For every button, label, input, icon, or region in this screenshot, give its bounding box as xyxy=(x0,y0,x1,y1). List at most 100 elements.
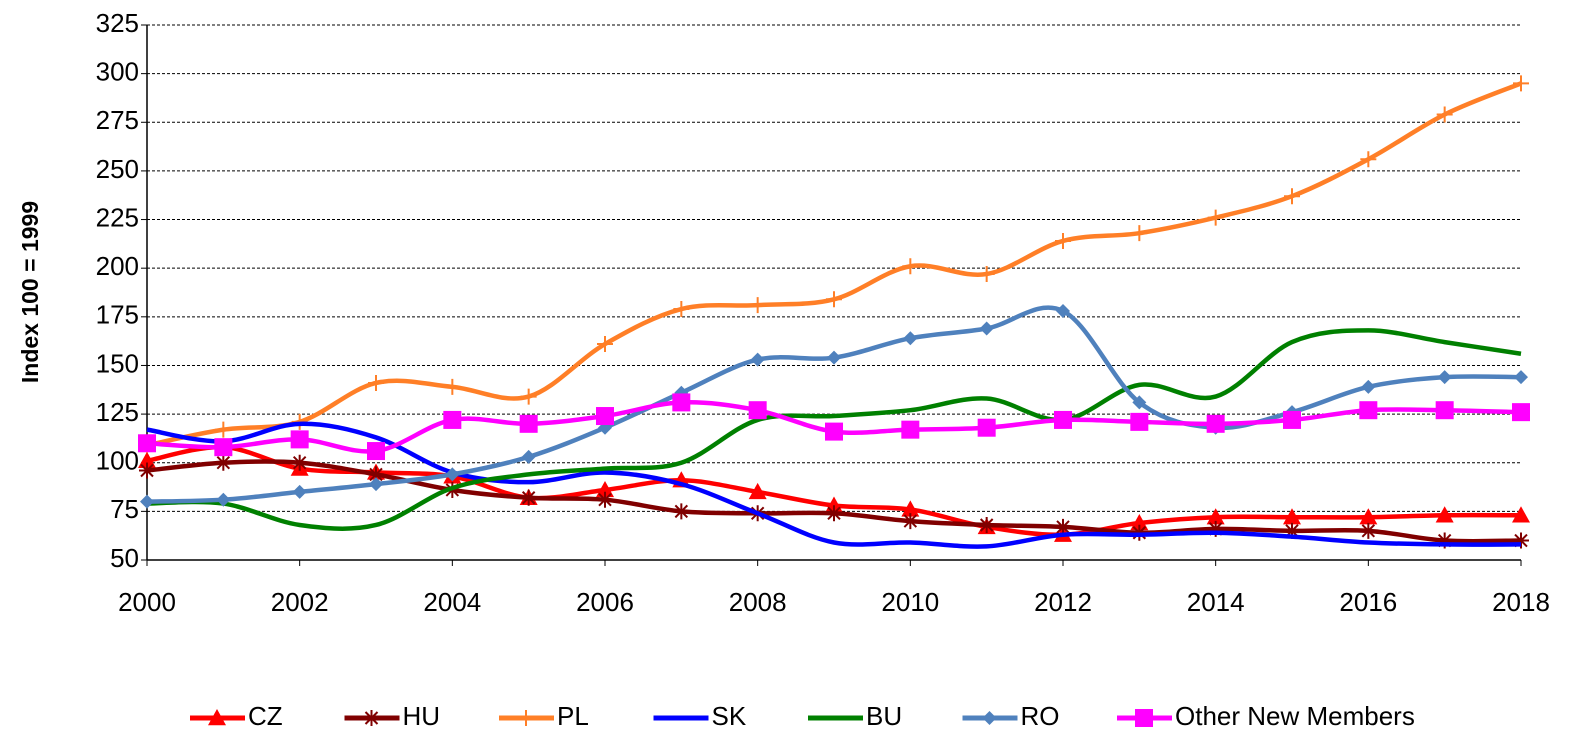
y-tick-label: 325 xyxy=(96,8,139,38)
marker xyxy=(748,482,767,500)
marker xyxy=(1513,532,1529,549)
marker xyxy=(1435,401,1454,420)
y-tick-label: 275 xyxy=(96,105,139,135)
y-tick-label: 100 xyxy=(96,446,139,476)
marker xyxy=(1284,188,1300,205)
marker xyxy=(749,297,766,314)
legend-item: SK xyxy=(653,701,747,731)
marker xyxy=(445,467,460,482)
x-tick-label: 2012 xyxy=(1034,587,1092,617)
y-tick-label: 50 xyxy=(110,543,139,573)
marker xyxy=(1206,508,1225,525)
legend-label: CZ xyxy=(248,701,283,731)
marker xyxy=(138,451,156,468)
legend-label: Other New Members xyxy=(1175,701,1415,731)
marker xyxy=(982,711,997,725)
marker xyxy=(140,494,154,509)
x-tick-label: 2010 xyxy=(881,587,939,617)
marker xyxy=(1131,225,1148,242)
x-tick-label: 2002 xyxy=(271,587,329,617)
y-tick-label: 150 xyxy=(96,348,139,378)
legend-item: PL xyxy=(499,701,589,731)
x-tick-label: 2018 xyxy=(1492,587,1550,617)
marker xyxy=(216,492,231,507)
marker xyxy=(444,378,461,395)
x-tick-label: 2000 xyxy=(118,587,176,617)
marker xyxy=(901,420,920,439)
marker xyxy=(1360,522,1377,539)
marker xyxy=(1283,410,1301,429)
marker xyxy=(363,710,380,726)
marker xyxy=(978,266,995,283)
marker xyxy=(519,414,538,433)
marker xyxy=(1437,370,1452,385)
marker xyxy=(214,438,233,457)
series-line xyxy=(146,421,1522,549)
y-tick-label: 250 xyxy=(96,154,139,184)
marker xyxy=(902,258,919,275)
marker xyxy=(1361,379,1376,394)
y-tick-label: 300 xyxy=(96,57,139,87)
marker xyxy=(597,336,613,353)
marker xyxy=(1512,403,1530,422)
marker xyxy=(1206,414,1225,433)
marker xyxy=(1132,395,1147,410)
marker xyxy=(826,505,842,522)
marker xyxy=(291,454,308,471)
marker xyxy=(901,500,920,517)
legend-label: SK xyxy=(712,701,747,731)
marker xyxy=(1055,518,1071,535)
y-tick-label: 75 xyxy=(110,494,139,524)
marker xyxy=(902,513,919,530)
marker xyxy=(368,374,384,391)
marker xyxy=(520,388,537,405)
series-line xyxy=(146,81,1522,448)
x-tick-label: 2008 xyxy=(729,587,787,617)
x-tick-label: 2004 xyxy=(423,587,481,617)
marker xyxy=(673,301,690,318)
marker xyxy=(748,401,767,420)
marker xyxy=(290,430,309,449)
marker xyxy=(750,352,765,367)
marker xyxy=(1360,151,1377,168)
marker xyxy=(1512,506,1530,523)
marker xyxy=(215,421,232,438)
marker xyxy=(1359,508,1378,525)
marker xyxy=(520,489,537,506)
legend-item: HU xyxy=(344,701,441,731)
marker xyxy=(596,407,614,426)
marker xyxy=(827,350,841,365)
marker xyxy=(826,291,842,308)
marker xyxy=(673,503,690,520)
marker xyxy=(1207,209,1224,226)
marker xyxy=(139,462,155,479)
marker xyxy=(443,410,462,429)
y-axis-label: Index 100 = 1999 xyxy=(17,201,43,383)
legend-label: RO xyxy=(1021,701,1060,731)
marker xyxy=(1284,522,1300,539)
marker xyxy=(1514,370,1528,385)
marker xyxy=(1436,106,1453,123)
marker xyxy=(1207,520,1224,537)
marker xyxy=(1283,508,1301,525)
marker xyxy=(903,331,918,346)
x-tick-label: 2016 xyxy=(1339,587,1397,617)
series-line xyxy=(146,444,1522,538)
marker xyxy=(208,709,226,726)
y-tick-label: 175 xyxy=(96,300,139,330)
legend-item: RO xyxy=(962,701,1060,731)
marker xyxy=(518,710,534,726)
marker xyxy=(672,393,691,412)
legend-label: HU xyxy=(403,701,441,731)
marker xyxy=(979,321,994,336)
legend-item: CZ xyxy=(190,701,283,731)
marker xyxy=(521,449,536,464)
marker xyxy=(596,480,614,498)
marker xyxy=(977,418,996,437)
marker xyxy=(1436,532,1453,549)
marker xyxy=(1435,506,1454,523)
y-tick-label: 125 xyxy=(96,397,139,427)
marker xyxy=(825,422,843,441)
marker xyxy=(138,434,156,453)
